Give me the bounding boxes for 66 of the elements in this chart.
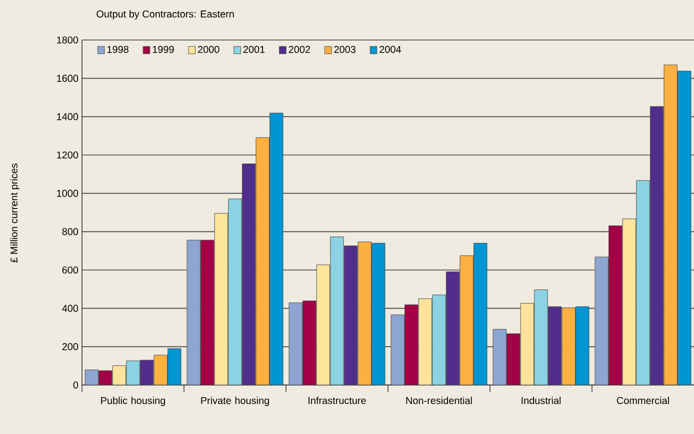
bar <box>126 360 140 385</box>
bar <box>562 308 576 385</box>
bar <box>242 164 256 385</box>
bar <box>316 264 330 385</box>
bar <box>358 242 372 385</box>
bar <box>140 360 154 385</box>
bar <box>446 271 460 385</box>
bar <box>534 289 548 385</box>
bar <box>474 242 488 385</box>
legend-label: 2002 <box>288 46 310 53</box>
y-tick-label: 200 <box>62 343 78 350</box>
x-tick-label: Public housing <box>101 396 166 406</box>
bar <box>594 256 608 385</box>
y-tick-label: 400 <box>62 304 78 312</box>
bar <box>548 306 562 385</box>
bar <box>390 314 404 385</box>
bar <box>228 198 242 385</box>
bar <box>608 225 622 385</box>
bar <box>200 240 214 385</box>
y-axis-title: £ Million current prices <box>10 164 20 263</box>
bar <box>622 218 636 385</box>
bar <box>418 298 432 385</box>
bar <box>636 180 650 385</box>
bar <box>460 255 474 385</box>
bar <box>270 112 284 385</box>
y-tick-label: 1000 <box>57 190 78 197</box>
y-tick-label: 1200 <box>57 151 78 159</box>
chart-title: Output by Contractors: Eastern <box>96 10 234 20</box>
legend-label: 2004 <box>380 46 402 53</box>
y-tick-label: 1400 <box>57 113 78 120</box>
legend-label: 2003 <box>334 46 356 53</box>
y-tick-label: 1600 <box>57 74 78 82</box>
bar <box>302 300 316 385</box>
bar <box>404 304 418 385</box>
bar <box>664 64 678 385</box>
x-tick-label: Industrial <box>522 396 561 404</box>
y-tick-label: 0 <box>73 381 78 389</box>
bar <box>288 302 302 385</box>
bar <box>344 246 358 385</box>
x-tick-label: Infrastructure <box>308 396 366 404</box>
legend-label: 2000 <box>198 46 220 53</box>
bar <box>506 333 520 385</box>
bar <box>492 328 506 385</box>
y-tick-label: 800 <box>62 228 78 236</box>
x-tick-label: Non-residential <box>406 396 472 404</box>
legend-label: 1998 <box>107 46 128 53</box>
x-tick-label: Private housing <box>201 396 269 406</box>
y-tick-label: 1800 <box>57 36 78 44</box>
bar <box>330 236 344 385</box>
bar <box>154 354 168 385</box>
bar <box>214 213 228 385</box>
bar <box>650 106 664 385</box>
legend-label: 2001 <box>243 46 265 53</box>
bar <box>168 348 182 385</box>
bar <box>256 137 270 385</box>
bar <box>520 303 534 385</box>
x-tick-label: Commercial <box>616 396 669 404</box>
bar <box>186 240 200 385</box>
bar <box>678 70 692 385</box>
bar <box>576 306 590 385</box>
bar <box>112 365 126 385</box>
bar <box>372 242 386 385</box>
legend-label: 1999 <box>152 46 174 53</box>
bar <box>84 370 98 385</box>
y-tick-label: 600 <box>62 266 78 274</box>
bar <box>432 294 446 385</box>
